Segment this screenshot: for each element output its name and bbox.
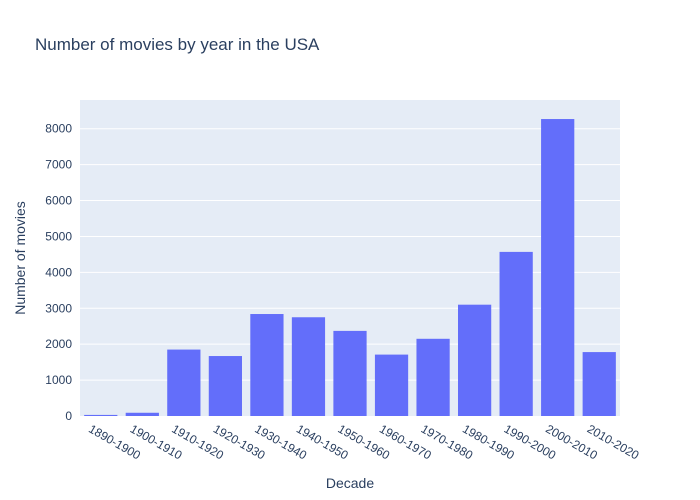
y-tick-label: 2000 (45, 337, 72, 351)
y-tick-label: 6000 (45, 194, 72, 208)
y-tick-label: 4000 (45, 265, 72, 279)
bar[interactable] (291, 317, 326, 416)
y-tick-label: 8000 (45, 122, 72, 136)
y-tick-label: 1000 (45, 373, 72, 387)
bar[interactable] (541, 119, 575, 417)
bar[interactable] (84, 414, 118, 416)
bar[interactable] (458, 304, 492, 416)
bar[interactable] (499, 251, 533, 416)
bar[interactable] (208, 356, 242, 416)
bar[interactable] (416, 338, 450, 416)
y-axis-ticks: 0 1000 2000 3000 4000 5000 6000 7000 8000 (45, 122, 72, 423)
bars (84, 119, 616, 417)
bar[interactable] (167, 349, 201, 416)
bar[interactable] (250, 314, 284, 416)
x-axis-ticks: 1890-19001900-19101910-19201920-19301930… (86, 422, 641, 463)
y-tick-label: 7000 (45, 158, 72, 172)
chart-title: Number of movies by year in the USA (35, 35, 320, 54)
bar[interactable] (125, 412, 159, 416)
bar[interactable] (333, 330, 367, 416)
y-tick-label: 0 (65, 409, 72, 423)
x-axis-title: Decade (326, 475, 374, 491)
bar[interactable] (374, 354, 409, 416)
y-tick-label: 3000 (45, 301, 72, 315)
y-axis-title: Number of movies (12, 201, 28, 315)
bar[interactable] (582, 352, 616, 416)
y-tick-label: 5000 (45, 229, 72, 243)
